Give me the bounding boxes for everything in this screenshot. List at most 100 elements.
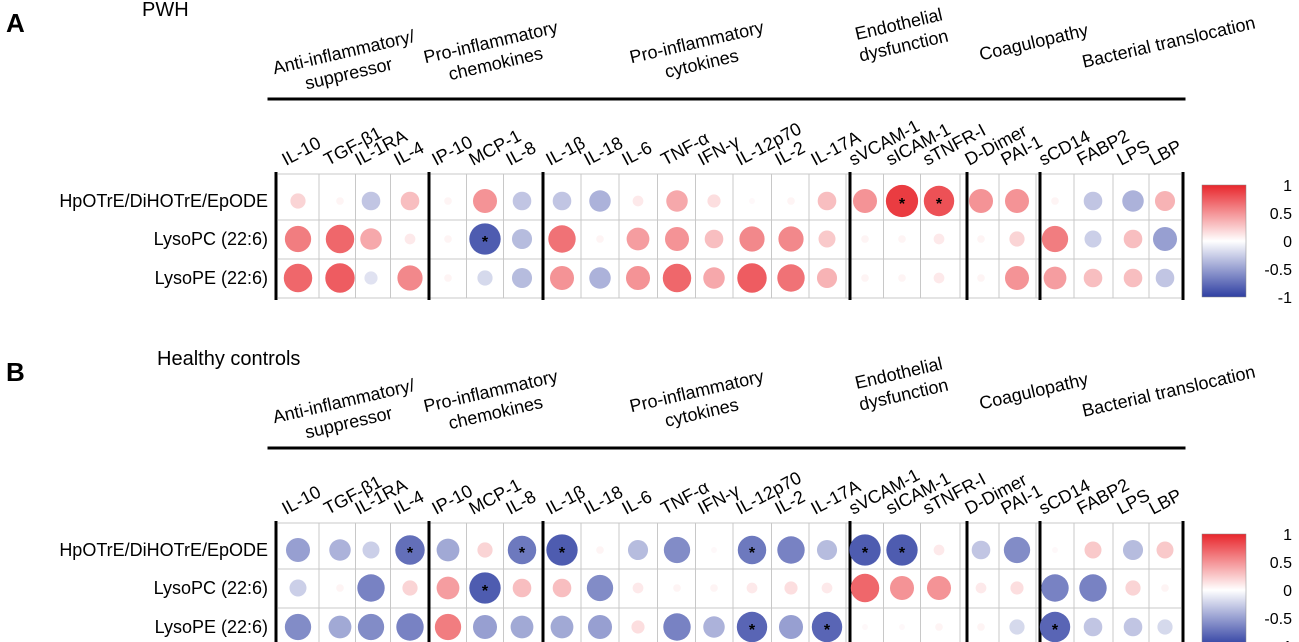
correlation-circle [552,191,572,211]
correlation-circle [477,542,493,558]
significance-marker: * [749,545,756,562]
correlation-circle [778,226,804,252]
correlation-circle [746,582,758,594]
correlation-circle [703,267,725,289]
correlation-circle [357,613,385,641]
correlation-circle [1051,197,1059,205]
correlation-circle [284,225,312,253]
group-label: Pro-inflammatorychemokines [422,17,565,89]
correlation-circle [933,233,945,245]
correlation-circle [975,582,987,594]
correlation-circle [850,573,880,603]
row-label: LysoPE (22:6) [155,268,268,288]
correlation-circle [549,265,575,291]
group-label: Pro-inflammatorycytokines [628,17,771,89]
correlation-circle [862,624,868,630]
correlation-circle [749,198,755,204]
correlation-circle [1010,581,1024,595]
correlation-circle [777,536,805,564]
correlation-circle [977,623,985,631]
colorbar-tick-label: 0.5 [1270,206,1292,223]
correlation-circle [1004,188,1030,214]
correlation-circle [397,265,423,291]
panel-b: B Healthy controls Anti-inflammatory/suppr… [6,348,1292,642]
group-label: Pro-inflammatorycytokines [628,366,771,438]
correlation-circle [1157,619,1173,635]
correlation-circle [395,535,425,565]
significance-marker: * [519,545,526,562]
correlation-circle [933,544,945,556]
correlation-circle [816,539,838,561]
correlation-circle [469,572,501,604]
correlation-circle [548,225,576,253]
correlation-circle [889,575,915,601]
correlation-circle [283,263,313,293]
correlation-circle [778,614,804,640]
correlation-circle [1003,536,1031,564]
panel-letter: B [6,357,25,387]
correlation-circle [1083,268,1103,288]
correlation-circle [357,574,385,602]
correlation-circle [400,191,420,211]
correlation-circle [444,235,452,243]
correlation-circle [673,584,681,592]
significance-marker: * [559,545,566,562]
significance-marker: * [899,196,906,213]
correlation-circle [666,190,688,212]
correlation-circle [1084,230,1102,248]
correlation-circle [1152,226,1178,252]
panel-a: A PWHAnti-inflammatory/suppressorPro-infl… [6,0,1292,307]
column-label: LBP [1145,136,1184,170]
correlation-circle [818,230,836,248]
correlation-circle [703,616,725,638]
correlation-circle [664,226,690,252]
correlation-circle [285,537,311,563]
panel-title: Healthy controls [157,348,300,370]
correlation-circle [1039,611,1071,642]
correlation-circle [817,191,837,211]
group-label: Bacterial translocation [1080,361,1257,420]
correlation-circle [362,541,380,559]
correlation-circle [662,263,692,293]
correlation-circle [469,223,501,255]
group-label: Coagulopathy [977,369,1090,413]
correlation-circle [632,195,644,207]
correlation-circle [1004,265,1030,291]
significance-marker: * [862,545,869,562]
correlation-circle [1156,541,1174,559]
correlation-circle [1041,574,1069,602]
column-label: IL-6 [618,486,655,518]
group-label: Anti-inflammatory/suppressor [271,26,422,100]
correlation-circle [1122,190,1144,212]
correlation-circle [861,235,869,243]
correlation-circle [923,185,955,217]
row-label: HpOTrE/DiHOTrE/EpODE [59,540,268,560]
significance-marker: * [482,583,489,600]
correlation-circle [1123,268,1143,288]
significance-marker: * [749,622,756,639]
correlation-circle [1009,231,1025,247]
panel-letter: A [6,8,25,38]
row-label: LysoPC (22:6) [154,229,268,249]
correlation-circle [1079,574,1107,602]
correlation-circle [861,274,869,282]
correlation-circle [511,267,533,289]
correlation-circle [511,228,533,250]
correlation-circle [849,534,881,566]
correlation-circle [852,188,878,214]
panel-title: PWH [142,0,189,21]
correlation-circle [663,613,691,641]
correlation-circle [736,611,768,642]
correlation-circle [1125,580,1141,596]
significance-marker: * [1052,622,1059,639]
correlation-circle [971,540,991,560]
correlation-circle [329,539,351,561]
correlation-circle [507,535,537,565]
correlation-circle [587,614,613,640]
correlation-circle [704,229,724,249]
correlation-circle [1043,266,1067,290]
correlation-circle [968,188,994,214]
group-label: Endothelialdysfunction [852,4,950,65]
colorbar [1201,184,1247,298]
colorbar-tick-label: 1 [1283,178,1292,195]
